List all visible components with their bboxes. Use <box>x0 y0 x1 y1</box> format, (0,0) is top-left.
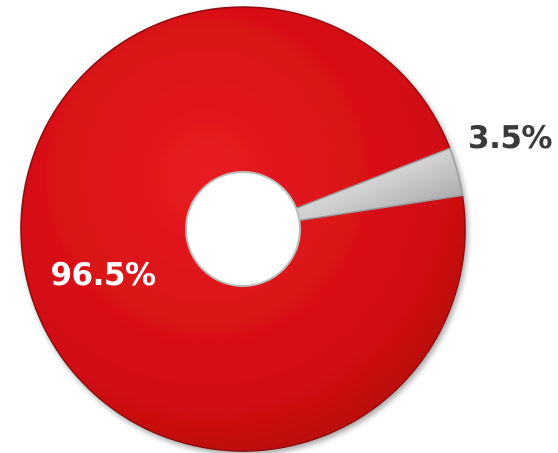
slice-label-minor: 3.5% <box>468 120 552 156</box>
slice-label-main: 96.5% <box>50 257 155 293</box>
donut-hole <box>185 171 301 287</box>
